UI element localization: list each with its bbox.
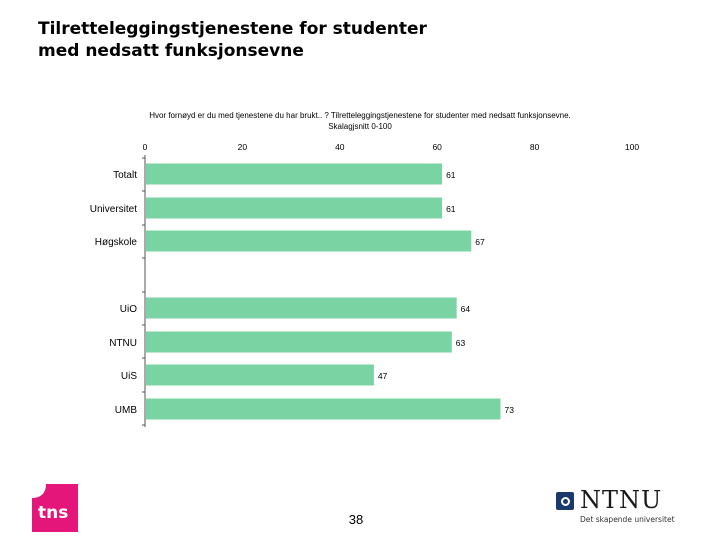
title-line-2: med nedsatt funksjonsevne [38, 41, 304, 61]
bar [146, 364, 374, 386]
bar [146, 163, 443, 185]
x-tick-label: 20 [238, 142, 248, 152]
ntnu-logo: NTNU Det skapende universitet [556, 486, 686, 530]
category-label: Høgskole [95, 237, 138, 248]
page-title: Tilretteleggingstjenestene for studenter… [38, 18, 558, 62]
tns-logo: tns [32, 484, 78, 532]
data-label: 47 [378, 371, 388, 381]
subtitle-line-1: Hvor fornøyd er du med tjenestene du har… [149, 111, 571, 120]
ntnu-mark-icon [556, 492, 574, 510]
bar [146, 331, 452, 353]
x-tick-label: 80 [530, 142, 540, 152]
title-line-1: Tilretteleggingstjenestene for studenter [38, 19, 427, 39]
data-label: 63 [456, 338, 466, 348]
data-label: 64 [461, 304, 471, 314]
bar [146, 197, 443, 219]
data-label: 61 [446, 170, 456, 180]
x-tick-label: 100 [625, 142, 639, 152]
tns-logo-text: tns [38, 503, 68, 523]
data-label: 61 [446, 204, 456, 214]
x-tick-label: 0 [143, 142, 148, 152]
page-number: 38 [348, 512, 364, 527]
chart-subtitle: Hvor fornøyd er du med tjenestene du har… [100, 110, 620, 132]
x-tick-label: 40 [335, 142, 345, 152]
bar [146, 398, 501, 420]
category-label: UiS [121, 371, 137, 382]
bar [146, 297, 457, 319]
category-label: UiO [120, 304, 137, 315]
bar [146, 230, 472, 252]
category-label: NTNU [109, 338, 137, 349]
category-label: Totalt [113, 170, 137, 181]
category-label: UMB [115, 405, 138, 416]
data-label: 67 [475, 237, 485, 247]
x-tick-label: 60 [432, 142, 442, 152]
ntnu-name: NTNU [580, 486, 663, 514]
ntnu-tagline: Det skapende universitet [580, 515, 675, 524]
category-label: Universitet [90, 204, 137, 215]
subtitle-line-2: Skalagjsnitt 0-100 [328, 122, 392, 131]
data-label: 73 [505, 405, 515, 415]
